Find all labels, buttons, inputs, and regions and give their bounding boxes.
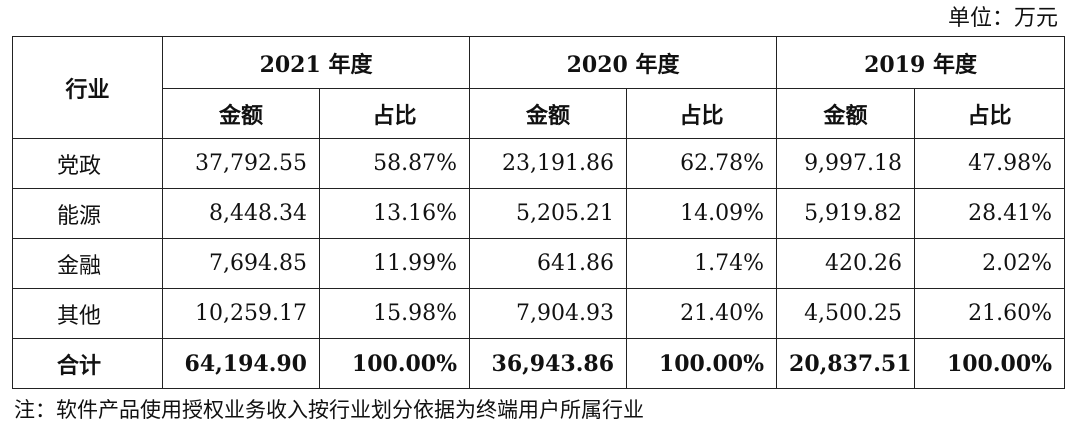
year-header-2019: 2019 年度 xyxy=(776,36,1066,89)
total-ratio-cell: 100.00% xyxy=(626,338,778,389)
ratio-cell: 11.99% xyxy=(318,238,471,289)
amount-cell: 9,997.18 xyxy=(776,138,916,189)
amount-header-2021: 金额 xyxy=(162,88,320,139)
amount-cell: 420.26 xyxy=(776,238,916,289)
ratio-cell: 47.98% xyxy=(914,138,1066,189)
amount-cell: 5,919.82 xyxy=(776,188,916,239)
footnote: 注：软件产品使用授权业务收入按行业划分依据为终端用户所属行业 xyxy=(14,398,644,422)
amount-cell: 641.86 xyxy=(469,238,628,289)
amount-cell: 4,500.25 xyxy=(776,288,916,339)
ratio-cell: 15.98% xyxy=(318,288,471,339)
table-row: 能源 8,448.34 13.16% 5,205.21 14.09% 5,919… xyxy=(12,188,1066,239)
amount-cell: 7,694.85 xyxy=(162,238,320,289)
ratio-cell: 21.60% xyxy=(914,288,1066,339)
ratio-cell: 58.87% xyxy=(318,138,471,189)
amount-cell: 23,191.86 xyxy=(469,138,628,189)
year-header-2021: 2021 年度 xyxy=(161,36,471,89)
ratio-cell: 21.40% xyxy=(626,288,778,339)
ratio-cell: 1.74% xyxy=(626,238,778,289)
year-header-2020: 2020 年度 xyxy=(469,36,778,89)
amount-header-2020: 金额 xyxy=(469,88,628,139)
amount-header-2019: 金额 xyxy=(776,88,916,139)
total-row: 合计 64,194.90 100.00% 36,943.86 100.00% 2… xyxy=(12,338,1066,389)
ratio-header-2021: 占比 xyxy=(318,88,471,139)
amount-cell: 8,448.34 xyxy=(162,188,320,239)
total-ratio-cell: 100.00% xyxy=(914,338,1066,389)
total-ratio-cell: 100.00% xyxy=(318,338,471,389)
table-row: 金融 7,694.85 11.99% 641.86 1.74% 420.26 2… xyxy=(12,238,1066,289)
total-label: 合计 xyxy=(12,338,163,389)
amount-cell: 37,792.55 xyxy=(162,138,320,189)
header-row-subheaders: 金额 占比 金额 占比 金额 占比 xyxy=(13,88,1066,139)
unit-label: 单位：万元 xyxy=(947,6,1058,31)
ratio-cell: 28.41% xyxy=(914,188,1066,239)
ratio-header-2020: 占比 xyxy=(626,88,778,139)
industry-header: 行业 xyxy=(12,36,163,139)
industry-cell: 其他 xyxy=(12,288,163,339)
revenue-by-industry-table: 行业 2021 年度 2020 年度 2019 年度 金额 占比 金额 占比 金… xyxy=(12,36,1066,389)
amount-cell: 7,904.93 xyxy=(469,288,628,339)
ratio-cell: 13.16% xyxy=(318,188,471,239)
ratio-header-2019: 占比 xyxy=(914,88,1066,139)
ratio-cell: 62.78% xyxy=(626,138,778,189)
amount-cell: 10,259.17 xyxy=(162,288,320,339)
total-amount-cell: 64,194.90 xyxy=(162,338,320,389)
table-row: 其他 10,259.17 15.98% 7,904.93 21.40% 4,50… xyxy=(12,288,1066,339)
amount-cell: 5,205.21 xyxy=(469,188,628,239)
industry-cell: 能源 xyxy=(12,188,163,239)
ratio-cell: 2.02% xyxy=(914,238,1066,289)
total-amount-cell: 20,837.51 xyxy=(776,338,916,389)
industry-cell: 党政 xyxy=(12,138,163,189)
table-row: 党政 37,792.55 58.87% 23,191.86 62.78% 9,9… xyxy=(12,138,1066,189)
ratio-cell: 14.09% xyxy=(626,188,778,239)
industry-cell: 金融 xyxy=(12,238,163,289)
total-amount-cell: 36,943.86 xyxy=(469,338,628,389)
header-row-years: 行业 2021 年度 2020 年度 2019 年度 xyxy=(12,36,1066,139)
